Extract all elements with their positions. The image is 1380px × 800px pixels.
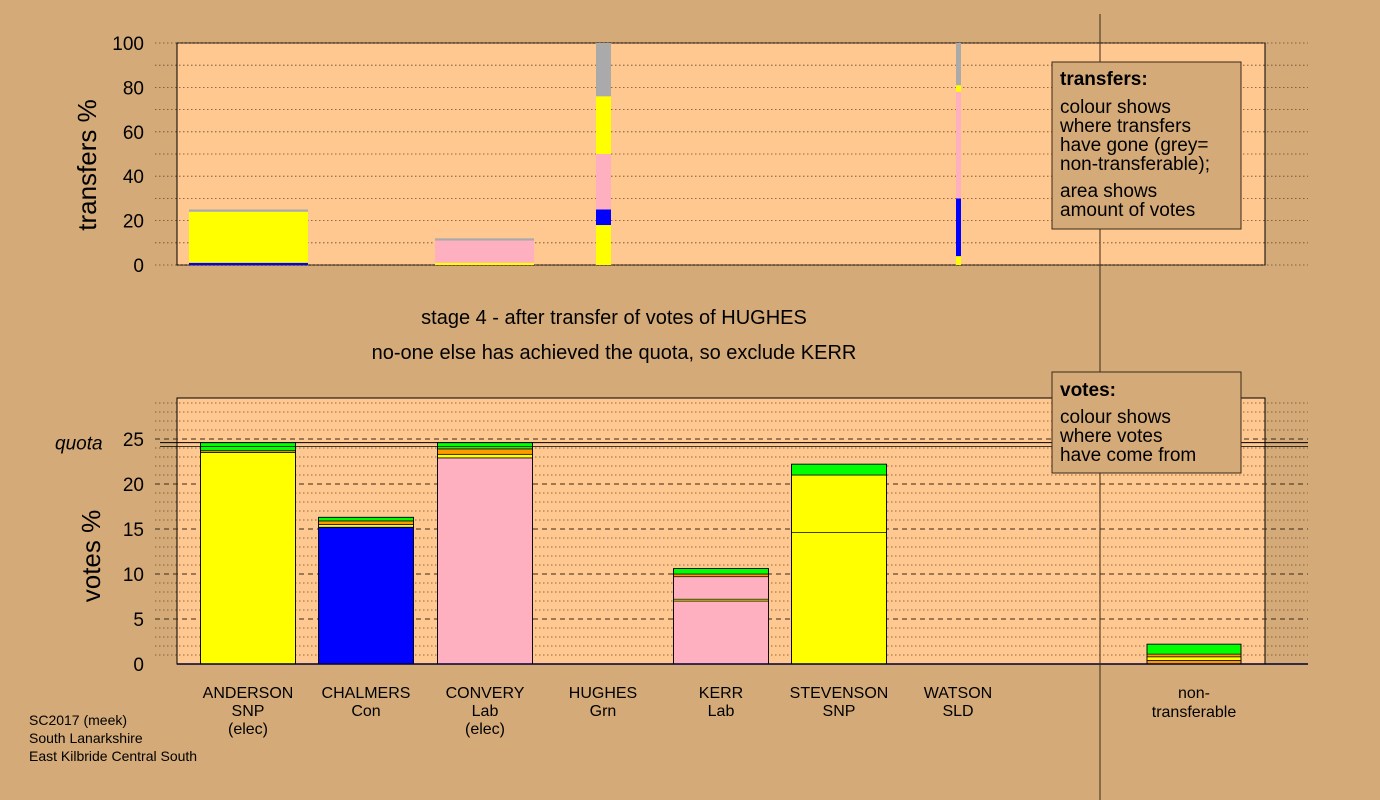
transfer-segment-nontransferable bbox=[435, 238, 534, 241]
vote-segment-snp bbox=[791, 532, 887, 665]
footer-line: SC2017 (meek) bbox=[29, 712, 127, 728]
transfers-y-ticks: 0 20 40 60 80 100 bbox=[112, 34, 144, 277]
y-tick-label: 60 bbox=[123, 123, 144, 144]
legend-transfers-line: amount of votes bbox=[1060, 200, 1195, 221]
candidate-status: (elec) bbox=[465, 721, 505, 738]
vote-segment-lab bbox=[673, 576, 769, 600]
candidate-status: (elec) bbox=[228, 721, 268, 738]
legend-votes-line: colour shows bbox=[1060, 407, 1171, 428]
transfer-segment-lab bbox=[956, 91, 961, 199]
candidate-labels: ANDERSONSNP(elec)CHALMERSConCONVERYLab(e… bbox=[203, 685, 1237, 738]
y-tick-label: 10 bbox=[123, 565, 144, 586]
transfers-bars bbox=[189, 43, 961, 265]
vote-segment-grn bbox=[437, 442, 533, 450]
legend-transfers-line: where transfers bbox=[1059, 116, 1191, 137]
transfer-segment-con bbox=[956, 198, 961, 257]
legend-votes-title: votes: bbox=[1060, 380, 1116, 401]
candidate-name: non- bbox=[1178, 685, 1210, 702]
transfer-segment-lab bbox=[596, 154, 611, 210]
candidate-name: STEVENSON bbox=[790, 685, 889, 702]
votes-y-ticks: 0 5 10 15 20 25 bbox=[123, 430, 144, 676]
vote-segment-grn bbox=[791, 463, 887, 476]
legend-transfers-title: transfers: bbox=[1060, 69, 1148, 90]
candidate-party: Con bbox=[351, 703, 380, 720]
vote-segment-snp bbox=[1146, 656, 1242, 661]
y-tick-label: 20 bbox=[123, 475, 144, 496]
transfer-segment-snp bbox=[189, 211, 308, 263]
vote-segment-grn bbox=[673, 568, 769, 575]
vote-segment-sld bbox=[673, 573, 769, 578]
candidate-name: WATSON bbox=[924, 685, 992, 702]
transfer-segment-con bbox=[596, 209, 611, 226]
legend-votes-line: have come from bbox=[1060, 445, 1196, 466]
footer-notes: SC2017 (meek) South Lanarkshire East Kil… bbox=[29, 712, 197, 764]
vote-segment-snp bbox=[318, 524, 414, 528]
y-tick-label: 25 bbox=[123, 430, 144, 451]
legend-votes: votes: colour shows where votes have com… bbox=[1051, 371, 1242, 474]
transfer-segment-nontransferable bbox=[596, 43, 611, 97]
legend-transfers-line: have gone (grey= bbox=[1060, 135, 1208, 156]
vote-segment-lab bbox=[437, 457, 533, 665]
legend-transfers-box bbox=[1051, 61, 1242, 230]
transfer-segment-snp bbox=[435, 262, 534, 265]
candidate-party: SNP bbox=[823, 703, 856, 720]
quota-label: quota bbox=[55, 434, 103, 455]
candidate-party: SNP bbox=[232, 703, 265, 720]
candidate-name: ANDERSON bbox=[203, 685, 294, 702]
candidate-party: transferable bbox=[1152, 704, 1237, 721]
vote-segment-grn bbox=[318, 516, 414, 522]
transfer-segment-lab bbox=[435, 240, 534, 263]
legend-transfers: transfers: colour shows where transfers … bbox=[1051, 61, 1242, 230]
y-tick-label: 0 bbox=[133, 655, 144, 676]
transfer-segment-snp bbox=[596, 225, 611, 265]
vote-segment-con bbox=[318, 526, 414, 665]
y-tick-label: 100 bbox=[112, 34, 144, 55]
y-tick-label: 80 bbox=[123, 78, 144, 99]
vote-segment-snp bbox=[791, 474, 887, 533]
vote-segment-sld bbox=[318, 520, 414, 525]
candidate-name: CHALMERS bbox=[322, 685, 411, 702]
stage-title: stage 4 - after transfer of votes of HUG… bbox=[421, 307, 807, 329]
candidate-party: SLD bbox=[942, 703, 973, 720]
transfer-segment-snp bbox=[956, 256, 961, 265]
candidate-name: KERR bbox=[699, 685, 743, 702]
votes-y-axis-label: votes % bbox=[76, 510, 106, 603]
footer-line: East Kilbride Central South bbox=[29, 748, 197, 764]
y-tick-label: 20 bbox=[123, 212, 144, 233]
transfer-segment-snp bbox=[596, 96, 611, 154]
vote-segment-sld bbox=[437, 448, 533, 455]
vote-segment-grn bbox=[1146, 643, 1242, 655]
candidate-party: Lab bbox=[708, 703, 735, 720]
transfer-segment-nontransferable bbox=[956, 43, 961, 86]
vote-segment-snp bbox=[200, 452, 296, 665]
y-tick-label: 40 bbox=[123, 167, 144, 188]
vote-segment-sld bbox=[1146, 653, 1242, 658]
candidate-party: Lab bbox=[472, 703, 499, 720]
footer-line: South Lanarkshire bbox=[29, 730, 143, 746]
vote-segment-snp bbox=[437, 453, 533, 459]
legend-transfers-line: colour shows bbox=[1060, 97, 1171, 118]
candidate-party: Grn bbox=[590, 703, 617, 720]
legend-votes-line: where votes bbox=[1059, 426, 1162, 447]
legend-transfers-line: area shows bbox=[1060, 181, 1157, 202]
transfer-segment-snp bbox=[956, 85, 961, 92]
transfer-segment-nontransferable bbox=[189, 209, 308, 212]
transfers-y-axis-label: transfers % bbox=[72, 99, 102, 231]
vote-segment-lab bbox=[673, 600, 769, 665]
votes-bars bbox=[200, 442, 1242, 665]
stage-heading: stage 4 - after transfer of votes of HUG… bbox=[372, 307, 857, 364]
transfer-segment-con bbox=[189, 262, 308, 265]
candidate-name: CONVERY bbox=[446, 685, 525, 702]
stage-action: no-one else has achieved the quota, so e… bbox=[372, 342, 857, 364]
legend-votes-box bbox=[1051, 371, 1242, 474]
y-tick-label: 5 bbox=[133, 610, 144, 631]
legend-transfers-line: non-transferable); bbox=[1060, 154, 1210, 175]
candidate-name: HUGHES bbox=[569, 685, 637, 702]
y-tick-label: 15 bbox=[123, 520, 144, 541]
y-tick-label: 0 bbox=[133, 256, 144, 277]
